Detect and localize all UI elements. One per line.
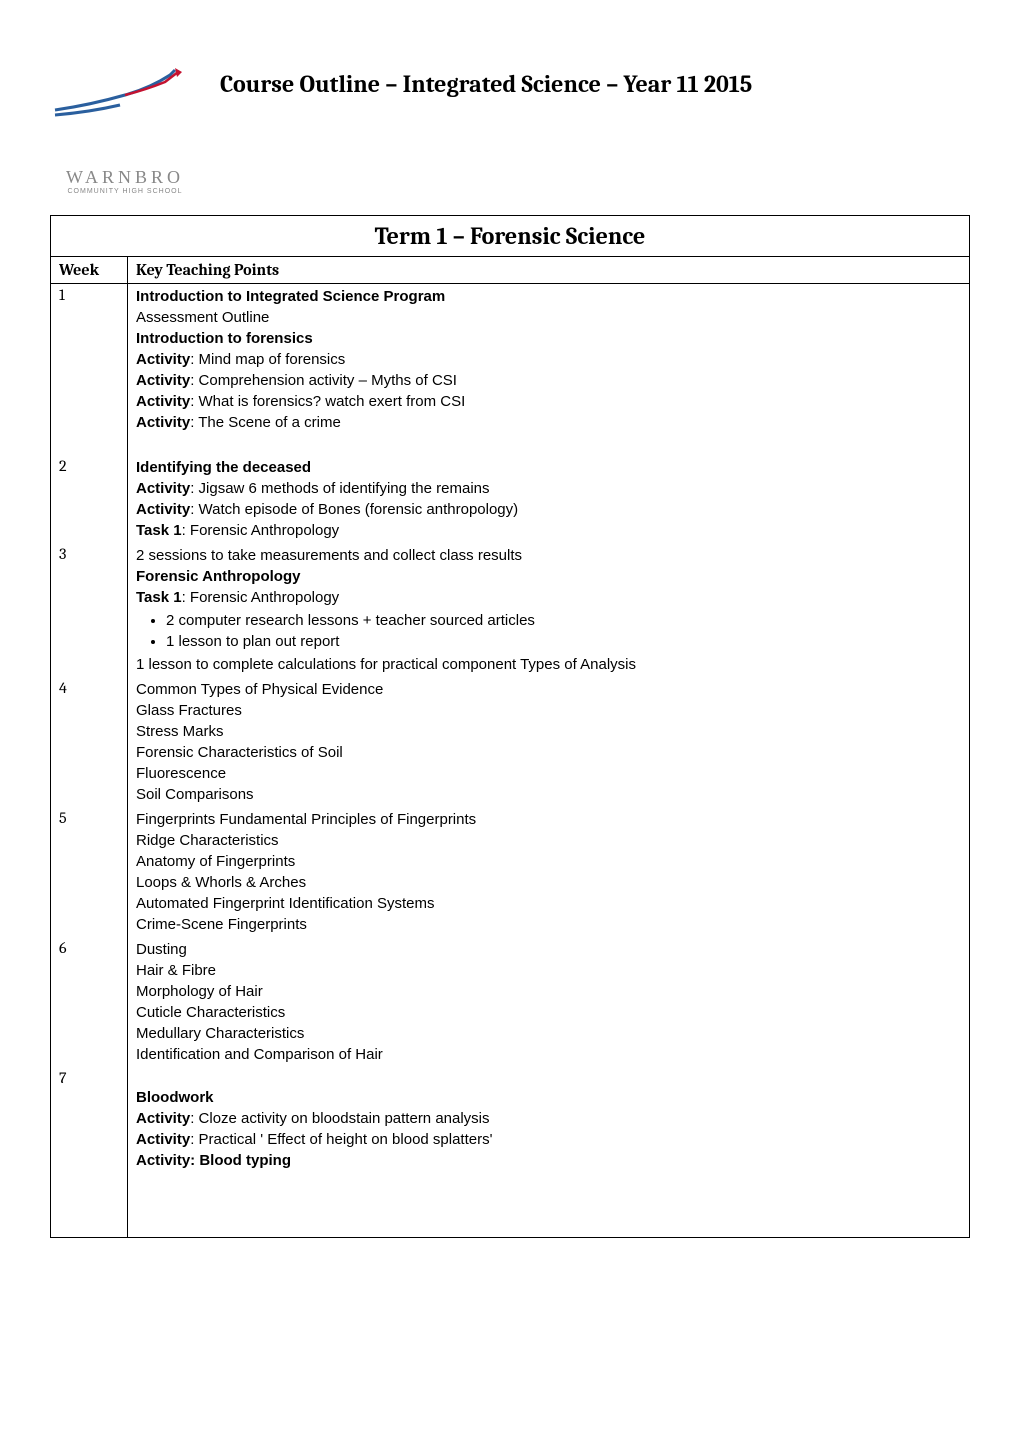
content-line: Assessment Outline [136, 307, 961, 328]
content-line: Hair & Fibre [136, 960, 961, 981]
content-line: Common Types of Physical Evidence [136, 679, 961, 700]
content-line: 2 sessions to take measurements and coll… [136, 545, 961, 566]
list-item: 2 computer research lessons + teacher so… [166, 610, 961, 631]
content-line: Dusting [136, 939, 961, 960]
content-line: Activity: Cloze activity on bloodstain p… [136, 1108, 961, 1129]
content-line: Anatomy of Fingerprints [136, 851, 961, 872]
content-line: Activity: The Scene of a crime [136, 412, 961, 433]
content-line: Introduction to Integrated Science Progr… [136, 286, 961, 307]
spacer [136, 433, 961, 453]
content-line: Ridge Characteristics [136, 830, 961, 851]
content-line: Activity: Watch episode of Bones (forens… [136, 499, 961, 520]
week-content: 2 sessions to take measurements and coll… [128, 543, 970, 677]
week-content: Identifying the deceasedActivity: Jigsaw… [128, 455, 970, 543]
school-logo: WARNBRO COMMUNITY HIGH SCHOOL [50, 40, 200, 195]
col-week: Week [51, 257, 128, 284]
term-title-row: Term 1 – Forensic Science [51, 216, 970, 257]
week-content: DustingHair & FibreMorphology of HairCut… [128, 937, 970, 1067]
table-row: 1 Introduction to Integrated Science Prog… [51, 284, 970, 456]
week-content: Introduction to Integrated Science Progr… [128, 284, 970, 456]
page-header: WARNBRO COMMUNITY HIGH SCHOOL Course Out… [50, 40, 970, 195]
content-line: Task 1: Forensic Anthropology [136, 520, 961, 541]
content-line: Activity: Practical ' Effect of height o… [136, 1129, 961, 1150]
list-item: 1 lesson to plan out report [166, 631, 961, 652]
week-number: 2 [51, 455, 128, 543]
content-line: Activity: Jigsaw 6 methods of identifyin… [136, 478, 961, 499]
week-content [128, 1173, 970, 1238]
title-block: Course Outline – Integrated Science – Ye… [220, 40, 970, 98]
content-line: Medullary Characteristics [136, 1023, 961, 1044]
table-row: 7BloodworkActivity: Cloze activity on bl… [51, 1067, 970, 1173]
page-title: Course Outline – Integrated Science – Ye… [220, 70, 970, 98]
week-number: 7 [51, 1067, 128, 1173]
logo-text: WARNBRO [50, 167, 200, 188]
table-row: 4Common Types of Physical EvidenceGlass … [51, 677, 970, 807]
table-body: 1 Introduction to Integrated Science Prog… [51, 284, 970, 1238]
content-line: Soil Comparisons [136, 784, 961, 805]
content-line: Bloodwork [136, 1087, 961, 1108]
content-line: Loops & Whorls & Arches [136, 872, 961, 893]
table-row: 2Identifying the deceasedActivity: Jigsa… [51, 455, 970, 543]
content-line: Activity: Blood typing [136, 1150, 961, 1171]
content-line: Activity: Mind map of forensics [136, 349, 961, 370]
header-row: Week Key Teaching Points [51, 257, 970, 284]
bullet-list: 2 computer research lessons + teacher so… [166, 610, 961, 652]
content-line: Identifying the deceased [136, 457, 961, 478]
content-line: Fluorescence [136, 763, 961, 784]
content-line: Activity: Comprehension activity – Myths… [136, 370, 961, 391]
week-content: Common Types of Physical EvidenceGlass F… [128, 677, 970, 807]
table-row: 3 2 sessions to take measurements and col… [51, 543, 970, 677]
col-points: Key Teaching Points [128, 257, 970, 284]
content-line: 1 lesson to complete calculations for pr… [136, 654, 961, 675]
content-line: Task 1: Forensic Anthropology [136, 587, 961, 608]
spacer [136, 1069, 961, 1087]
week-number: 1 [51, 284, 128, 456]
content-line: Crime-Scene Fingerprints [136, 914, 961, 935]
week-content: BloodworkActivity: Cloze activity on blo… [128, 1067, 970, 1173]
content-line: Morphology of Hair [136, 981, 961, 1002]
week-number: 5 [51, 807, 128, 937]
week-number [51, 1173, 128, 1238]
content-line: Introduction to forensics [136, 328, 961, 349]
content-line: Forensic Characteristics of Soil [136, 742, 961, 763]
content-line: Forensic Anthropology [136, 566, 961, 587]
table-row: 5 Fingerprints Fundamental Principles of … [51, 807, 970, 937]
week-number: 6 [51, 937, 128, 1067]
content-line: Glass Fractures [136, 700, 961, 721]
week-number: 3 [51, 543, 128, 677]
week-content: Fingerprints Fundamental Principles of F… [128, 807, 970, 937]
course-table: Term 1 – Forensic Science Week Key Teach… [50, 215, 970, 1238]
logo-subtext: COMMUNITY HIGH SCHOOL [50, 188, 200, 195]
week-number: 4 [51, 677, 128, 807]
content-line: Automated Fingerprint Identification Sys… [136, 893, 961, 914]
content-line: Activity: What is forensics? watch exert… [136, 391, 961, 412]
content-line: Identification and Comparison of Hair [136, 1044, 961, 1065]
content-line: Fingerprints Fundamental Principles of F… [136, 809, 961, 830]
content-line: Stress Marks [136, 721, 961, 742]
table-row [51, 1173, 970, 1238]
content-line: Cuticle Characteristics [136, 1002, 961, 1023]
term-title: Term 1 – Forensic Science [51, 216, 970, 257]
logo-svg [50, 40, 200, 160]
table-row: 6DustingHair & FibreMorphology of HairCu… [51, 937, 970, 1067]
